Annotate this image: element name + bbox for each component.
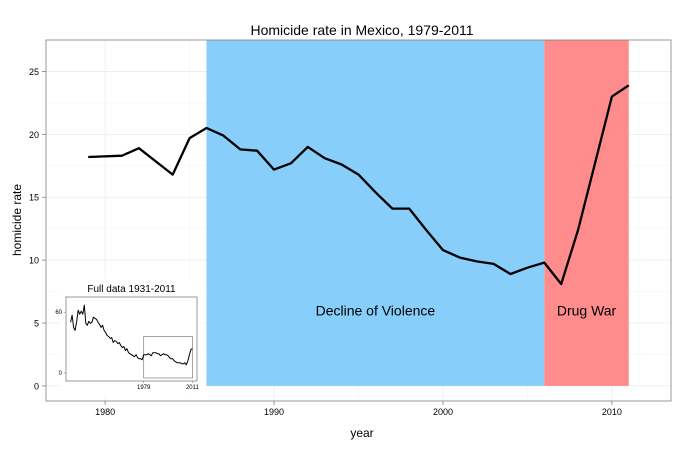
inset-y-tick-label: 60 xyxy=(55,310,62,316)
series-line xyxy=(88,84,630,286)
inset-x-tick-label: 1979 xyxy=(137,385,151,391)
x-tick-label: 1980 xyxy=(95,407,115,417)
inset-background xyxy=(60,279,203,395)
x-tick-label: 2010 xyxy=(602,407,622,417)
inset-title: Full data 1931-2011 xyxy=(87,284,176,295)
y-tick-label: 10 xyxy=(29,256,39,266)
chart-title: Homicide rate in Mexico, 1979-2011 xyxy=(250,22,473,38)
inset-x-tick-label: 2011 xyxy=(186,385,200,391)
inset-chart: Full data 1931-2011 1979 2011 0 60 xyxy=(55,279,203,395)
y-tick-label: 20 xyxy=(29,130,39,140)
y-tick-label: 0 xyxy=(34,381,39,391)
y-tick-label: 25 xyxy=(29,67,39,77)
plot-border xyxy=(45,39,672,402)
inset-border xyxy=(65,296,198,382)
inset-y-tick-label: 0 xyxy=(59,371,63,377)
y-tick-label: 5 xyxy=(34,319,39,329)
inset-series-line xyxy=(70,304,193,366)
x-axis-label: year xyxy=(350,426,373,440)
x-tick-label: 1990 xyxy=(264,407,284,417)
region-0 xyxy=(206,40,545,386)
inset-highlight-box xyxy=(143,336,193,379)
region-label-0: Decline of Violence xyxy=(316,302,436,318)
y-axis-label: homicide rate xyxy=(10,184,24,256)
region-1 xyxy=(544,40,629,386)
x-tick-label: 2000 xyxy=(433,407,453,417)
y-tick-label: 15 xyxy=(29,193,39,203)
region-label-1: Drug War xyxy=(557,302,617,318)
